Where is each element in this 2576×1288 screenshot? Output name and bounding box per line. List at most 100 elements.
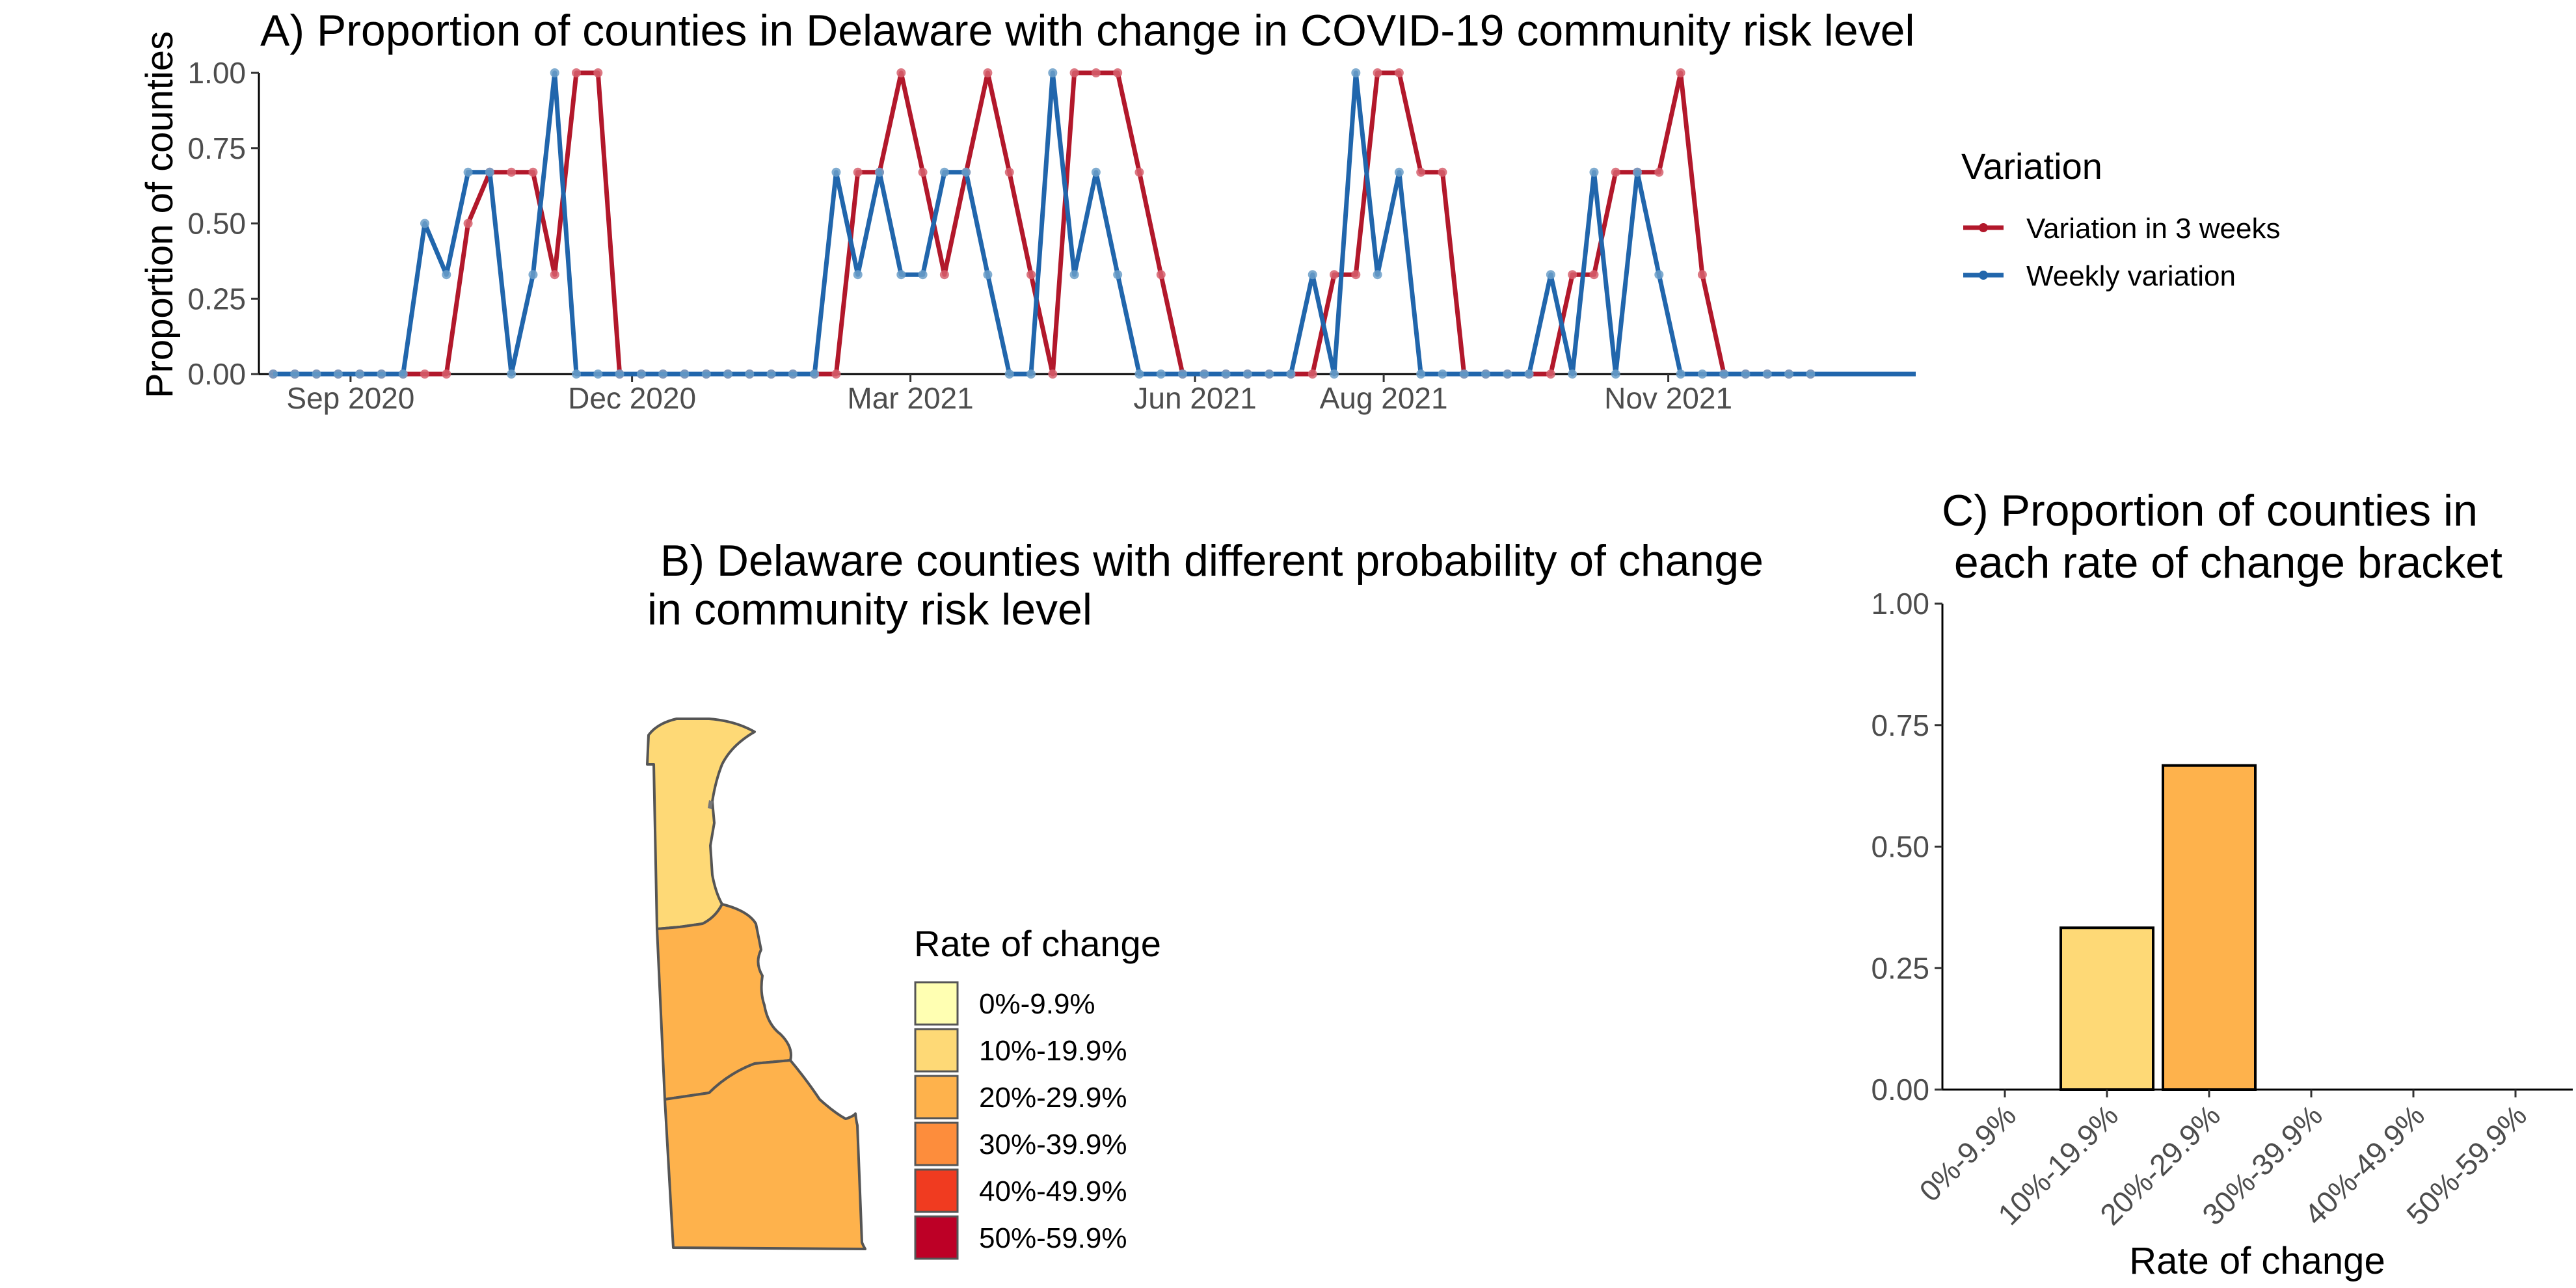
data-point-weekly-variation [1048, 68, 1058, 77]
data-point-variation-in-3-weeks [1069, 68, 1079, 77]
panel-c-x-axis-title: Rate of change [2129, 1240, 2385, 1282]
data-point-weekly-variation [290, 369, 300, 379]
data-point-variation-in-3-weeks [1697, 270, 1707, 280]
legend-label-10-19-9: 10%-19.9% [979, 1035, 1127, 1067]
data-point-weekly-variation [939, 167, 949, 177]
panel-a-x-tick-label: Aug 2021 [1320, 381, 1448, 415]
panel-a-x-tick-label: Dec 2020 [568, 381, 696, 415]
data-point-variation-in-3-weeks [1134, 167, 1144, 177]
bar-10-19-9 [2059, 926, 2154, 1092]
data-point-weekly-variation [1004, 369, 1014, 379]
data-point-weekly-variation [398, 369, 408, 379]
data-point-weekly-variation [1069, 270, 1079, 280]
data-point-variation-in-3-weeks [1568, 270, 1577, 280]
data-point-weekly-variation [983, 270, 993, 280]
data-point-variation-in-3-weeks [593, 68, 603, 77]
panel-a-line-chart: A) Proportion of counties in Delaware wi… [139, 6, 2281, 415]
data-point-variation-in-3-weeks [1438, 167, 1447, 177]
panel-a-legend-title: Variation [1961, 146, 2102, 187]
panel-b-title-line-2: in community risk level [647, 585, 1092, 634]
data-point-weekly-variation [853, 270, 863, 280]
legend-label-40-49-9: 40%-49.9% [979, 1175, 1127, 1207]
data-point-variation-in-3-weeks [918, 167, 928, 177]
data-point-weekly-variation [1719, 369, 1729, 379]
data-point-weekly-variation [1091, 167, 1101, 177]
data-point-weekly-variation [636, 369, 646, 379]
data-point-weekly-variation [1589, 167, 1599, 177]
data-point-variation-in-3-weeks [1546, 369, 1555, 379]
data-point-weekly-variation [1286, 369, 1296, 379]
data-point-weekly-variation [831, 167, 841, 177]
panel-c-y-tick-label: 0.25 [1871, 951, 1929, 985]
legend-key-point-variation-3-weeks [1979, 223, 1988, 232]
data-point-weekly-variation [701, 369, 711, 379]
data-point-weekly-variation [745, 369, 755, 379]
data-point-weekly-variation [896, 270, 906, 280]
panel-a-x-tick-label: Mar 2021 [847, 381, 973, 415]
county-sussex [664, 1059, 866, 1250]
data-point-weekly-variation [918, 270, 928, 280]
panel-a-y-tick-label: 1.00 [187, 56, 246, 90]
data-point-variation-in-3-weeks [550, 270, 559, 280]
data-point-weekly-variation [1308, 270, 1317, 280]
data-point-variation-in-3-weeks [1416, 167, 1426, 177]
legend-key-point-weekly-variation [1979, 271, 1988, 280]
panel-c-y-tick-label: 0.00 [1871, 1073, 1929, 1107]
data-point-weekly-variation [1524, 369, 1534, 379]
panel-c-y-tick-label: 0.50 [1871, 830, 1929, 864]
panel-a-y-axis-title: Proportion of counties [139, 31, 181, 398]
panel-c-x-tick-label: 0%-9.9% [1912, 1098, 2022, 1208]
legend-label-variation-3-weeks: Variation in 3 weeks [2026, 213, 2281, 245]
data-point-weekly-variation [723, 369, 733, 379]
data-point-variation-in-3-weeks [1611, 167, 1620, 177]
data-point-weekly-variation [1654, 270, 1664, 280]
data-point-variation-in-3-weeks [1654, 167, 1664, 177]
data-point-weekly-variation [269, 369, 278, 379]
data-point-weekly-variation [1697, 369, 1707, 379]
bar-20-29-9 [2162, 764, 2257, 1091]
panel-b-title-line-1: B) Delaware counties with different prob… [660, 536, 1764, 585]
panel-c-bar-chart: C) Proportion of counties in each rate o… [1871, 486, 2573, 1282]
panel-a-y-tick-label: 0.25 [187, 282, 246, 315]
panel-a-x-tick-label: Jun 2021 [1133, 381, 1256, 415]
data-point-variation-in-3-weeks [463, 219, 473, 228]
data-point-weekly-variation [1611, 369, 1620, 379]
data-point-variation-in-3-weeks [896, 68, 906, 77]
data-point-weekly-variation [680, 369, 690, 379]
data-point-weekly-variation [1762, 369, 1772, 379]
panel-c-title-line-1: C) Proportion of counties in [1942, 486, 2478, 535]
panel-b-legend: Rate of change 0%-9.9% 10%-19.9% 20%-29.9%… [914, 923, 1161, 1260]
data-point-weekly-variation [875, 167, 885, 177]
data-point-variation-in-3-weeks [1330, 270, 1339, 280]
legend-swatch-0-9-9 [914, 981, 959, 1026]
data-point-variation-in-3-weeks [1026, 270, 1036, 280]
data-point-weekly-variation [1351, 68, 1361, 77]
data-point-variation-in-3-weeks [1351, 270, 1361, 280]
data-point-weekly-variation [420, 219, 430, 228]
data-point-weekly-variation [377, 369, 386, 379]
legend-label-20-29-9: 20%-29.9% [979, 1082, 1127, 1114]
data-point-weekly-variation [1676, 369, 1685, 379]
data-point-variation-in-3-weeks [983, 68, 993, 77]
data-point-weekly-variation [1633, 167, 1643, 177]
data-point-weekly-variation [1265, 369, 1274, 379]
data-point-weekly-variation [1546, 270, 1555, 280]
data-point-weekly-variation [1503, 369, 1512, 379]
panel-a-y-tick-label: 0.00 [187, 357, 246, 391]
data-point-weekly-variation [312, 369, 321, 379]
data-point-weekly-variation [355, 369, 365, 379]
data-point-weekly-variation [1178, 369, 1188, 379]
delaware-map [646, 718, 866, 1250]
legend-label-0-9-9: 0%-9.9% [979, 988, 1095, 1020]
county-new-castle [646, 718, 756, 930]
data-point-weekly-variation [1568, 369, 1577, 379]
data-point-variation-in-3-weeks [420, 369, 430, 379]
panel-a-y-tick-label: 0.75 [187, 131, 246, 165]
data-point-variation-in-3-weeks [1113, 68, 1123, 77]
data-point-weekly-variation [1394, 167, 1404, 177]
data-point-weekly-variation [485, 167, 494, 177]
data-point-weekly-variation [1156, 369, 1166, 379]
data-point-variation-in-3-weeks [1373, 68, 1382, 77]
data-point-variation-in-3-weeks [853, 167, 863, 177]
